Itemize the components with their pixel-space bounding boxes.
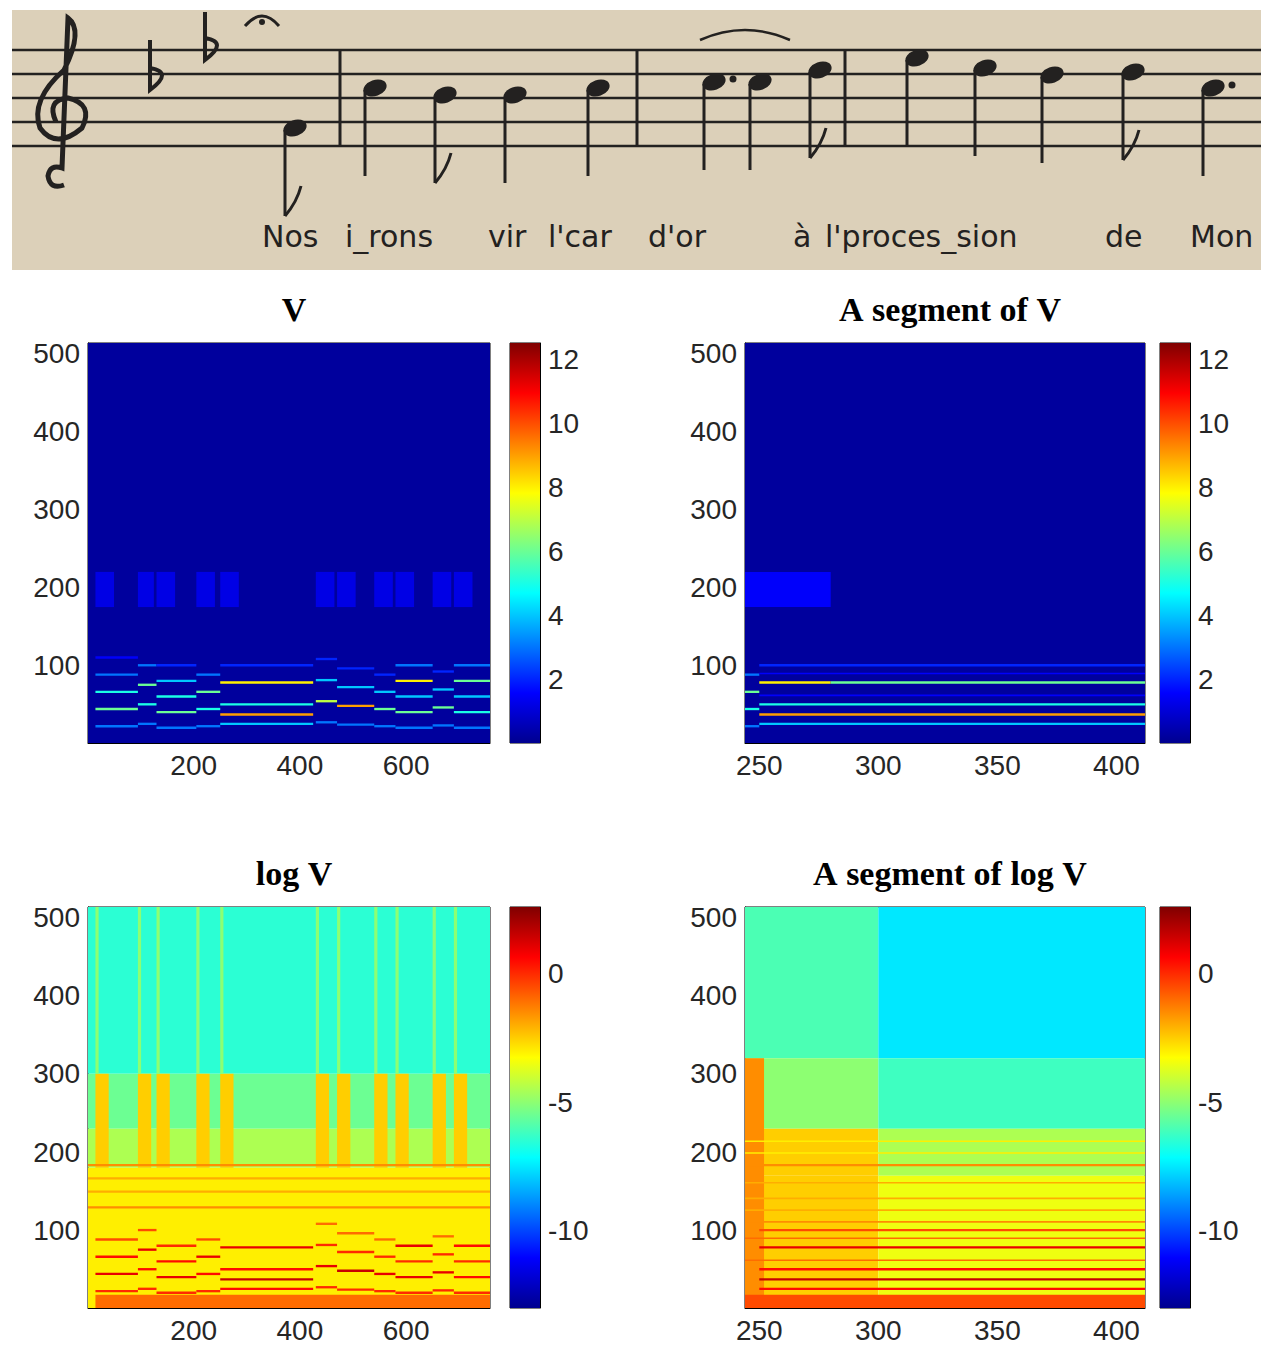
svg-text:2: 2 [548, 664, 564, 695]
svg-text:log: log [1010, 855, 1053, 892]
svg-text:600: 600 [383, 750, 430, 781]
svg-text:200: 200 [690, 1137, 737, 1168]
svg-text:350: 350 [974, 750, 1021, 781]
svg-text:400: 400 [33, 416, 80, 447]
svg-text:10: 10 [1198, 408, 1229, 439]
svg-text:10: 10 [548, 408, 579, 439]
svg-text:400: 400 [277, 1315, 324, 1346]
svg-text:-5: -5 [548, 1087, 573, 1118]
svg-text:segment: segment [872, 291, 992, 328]
svg-text:i_rons: i_rons [345, 219, 433, 254]
svg-text:à: à [793, 219, 811, 254]
svg-text:250: 250 [736, 1315, 783, 1346]
svg-text:200: 200 [33, 572, 80, 603]
svg-text:300: 300 [690, 494, 737, 525]
svg-text:100: 100 [690, 1215, 737, 1246]
svg-text:12: 12 [548, 344, 579, 375]
svg-text:500: 500 [33, 902, 80, 933]
svg-text:200: 200 [170, 1315, 217, 1346]
svg-text:8: 8 [548, 472, 564, 503]
svg-text:300: 300 [690, 1058, 737, 1089]
svg-text:200: 200 [33, 1137, 80, 1168]
svg-text:of: of [974, 855, 1003, 892]
svg-text:V: V [1062, 855, 1087, 892]
svg-text:segment: segment [846, 855, 966, 892]
svg-text:300: 300 [855, 1315, 902, 1346]
svg-text:500: 500 [33, 338, 80, 369]
svg-text:0: 0 [1198, 958, 1214, 989]
svg-text:l'proces_sion: l'proces_sion [825, 219, 1018, 254]
svg-text:300: 300 [33, 1058, 80, 1089]
svg-text:500: 500 [690, 338, 737, 369]
svg-text:400: 400 [1093, 1315, 1140, 1346]
svg-text:-5: -5 [1198, 1087, 1223, 1118]
svg-text:200: 200 [690, 572, 737, 603]
svg-text:6: 6 [548, 536, 564, 567]
svg-text:log: log [256, 855, 299, 892]
svg-text:V: V [282, 291, 307, 328]
svg-text:100: 100 [690, 650, 737, 681]
svg-text:de: de [1105, 219, 1143, 254]
svg-text:Nos: Nos [262, 219, 318, 254]
svg-text:350: 350 [974, 1315, 1021, 1346]
svg-text:A: A [813, 855, 838, 892]
svg-text:250: 250 [736, 750, 783, 781]
svg-text:V: V [1036, 291, 1061, 328]
svg-text:400: 400 [277, 750, 324, 781]
svg-text:0: 0 [548, 958, 564, 989]
svg-text:500: 500 [690, 902, 737, 933]
svg-text:8: 8 [1198, 472, 1214, 503]
svg-text:4: 4 [1198, 600, 1214, 631]
svg-text:400: 400 [1093, 750, 1140, 781]
svg-text:100: 100 [33, 1215, 80, 1246]
svg-text:400: 400 [690, 980, 737, 1011]
svg-text:300: 300 [855, 750, 902, 781]
svg-text:4: 4 [548, 600, 564, 631]
svg-text:Mon: Mon [1190, 219, 1253, 254]
svg-text:2: 2 [1198, 664, 1214, 695]
svg-text:of: of [1000, 291, 1029, 328]
svg-text:12: 12 [1198, 344, 1229, 375]
svg-text:400: 400 [33, 980, 80, 1011]
svg-text:6: 6 [1198, 536, 1214, 567]
svg-text:200: 200 [170, 750, 217, 781]
svg-text:400: 400 [690, 416, 737, 447]
svg-text:l'car: l'car [548, 219, 612, 254]
svg-text:100: 100 [33, 650, 80, 681]
svg-text:vir: vir [488, 219, 527, 254]
svg-text:A: A [839, 291, 864, 328]
svg-text:600: 600 [383, 1315, 430, 1346]
svg-text:V: V [308, 855, 333, 892]
svg-text:300: 300 [33, 494, 80, 525]
svg-text:-10: -10 [1198, 1215, 1238, 1246]
svg-text:-10: -10 [548, 1215, 588, 1246]
svg-text:d'or: d'or [648, 219, 707, 254]
